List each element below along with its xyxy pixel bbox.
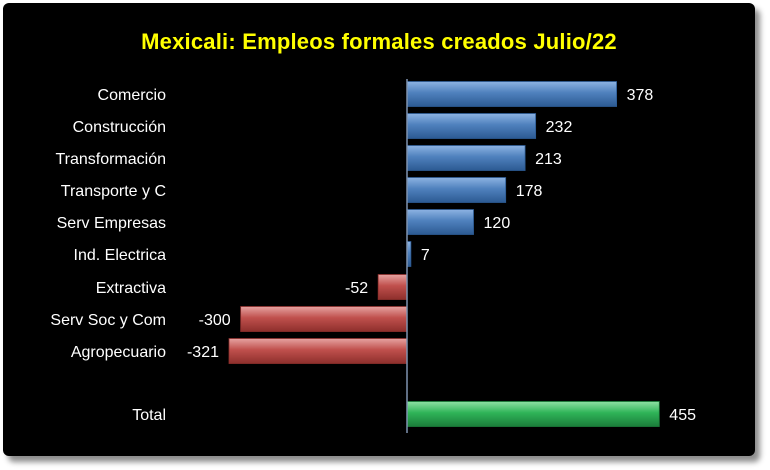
value-label-transporte-y-c: 178 [516, 183, 543, 200]
category-label-transporte-y-c: Transporte y C [61, 183, 166, 200]
value-label-construccion: 232 [546, 119, 573, 136]
bar-extractiva [377, 274, 408, 300]
value-label-transformacion: 213 [535, 151, 562, 168]
bar-serv-empresas [406, 209, 474, 235]
category-label-serv-empresas: Serv Empresas [57, 215, 166, 232]
value-label-total: 455 [669, 407, 696, 424]
value-label-serv-soc-y-com: -300 [199, 312, 231, 329]
bar-construccion [406, 113, 537, 139]
chart-title: Mexicali: Empleos formales creados Julio… [141, 29, 617, 54]
category-label-agropecuario: Agropecuario [71, 344, 166, 361]
value-label-agropecuario: -321 [187, 344, 219, 361]
category-label-extractiva: Extractiva [96, 280, 166, 297]
category-label-ind-electrica: Ind. Electrica [74, 247, 167, 264]
bar-total [406, 401, 660, 427]
category-label-construccion: Construcción [73, 119, 166, 136]
category-label-serv-soc-y-com: Serv Soc y Com [50, 312, 166, 329]
category-label-transformacion: Transformación [55, 151, 166, 168]
bar-serv-soc-y-com [240, 306, 408, 332]
value-label-ind-electrica: 7 [421, 247, 430, 264]
value-label-serv-empresas: 120 [484, 215, 511, 232]
bar-chart: Comercio 378 Construcción 232 Transformación… [50, 79, 696, 433]
category-label-total: Total [132, 407, 166, 424]
bar-comercio [406, 81, 618, 107]
category-label-comercio: Comercio [98, 87, 167, 104]
value-label-comercio: 378 [627, 87, 654, 104]
value-label-extractiva: -52 [345, 280, 368, 297]
bar-transformacion [406, 145, 526, 171]
bar-transporte-y-c [406, 177, 507, 203]
chart-frame: Mexicali: Empleos formales creados Julio… [3, 3, 755, 456]
bar-agropecuario [228, 338, 408, 364]
